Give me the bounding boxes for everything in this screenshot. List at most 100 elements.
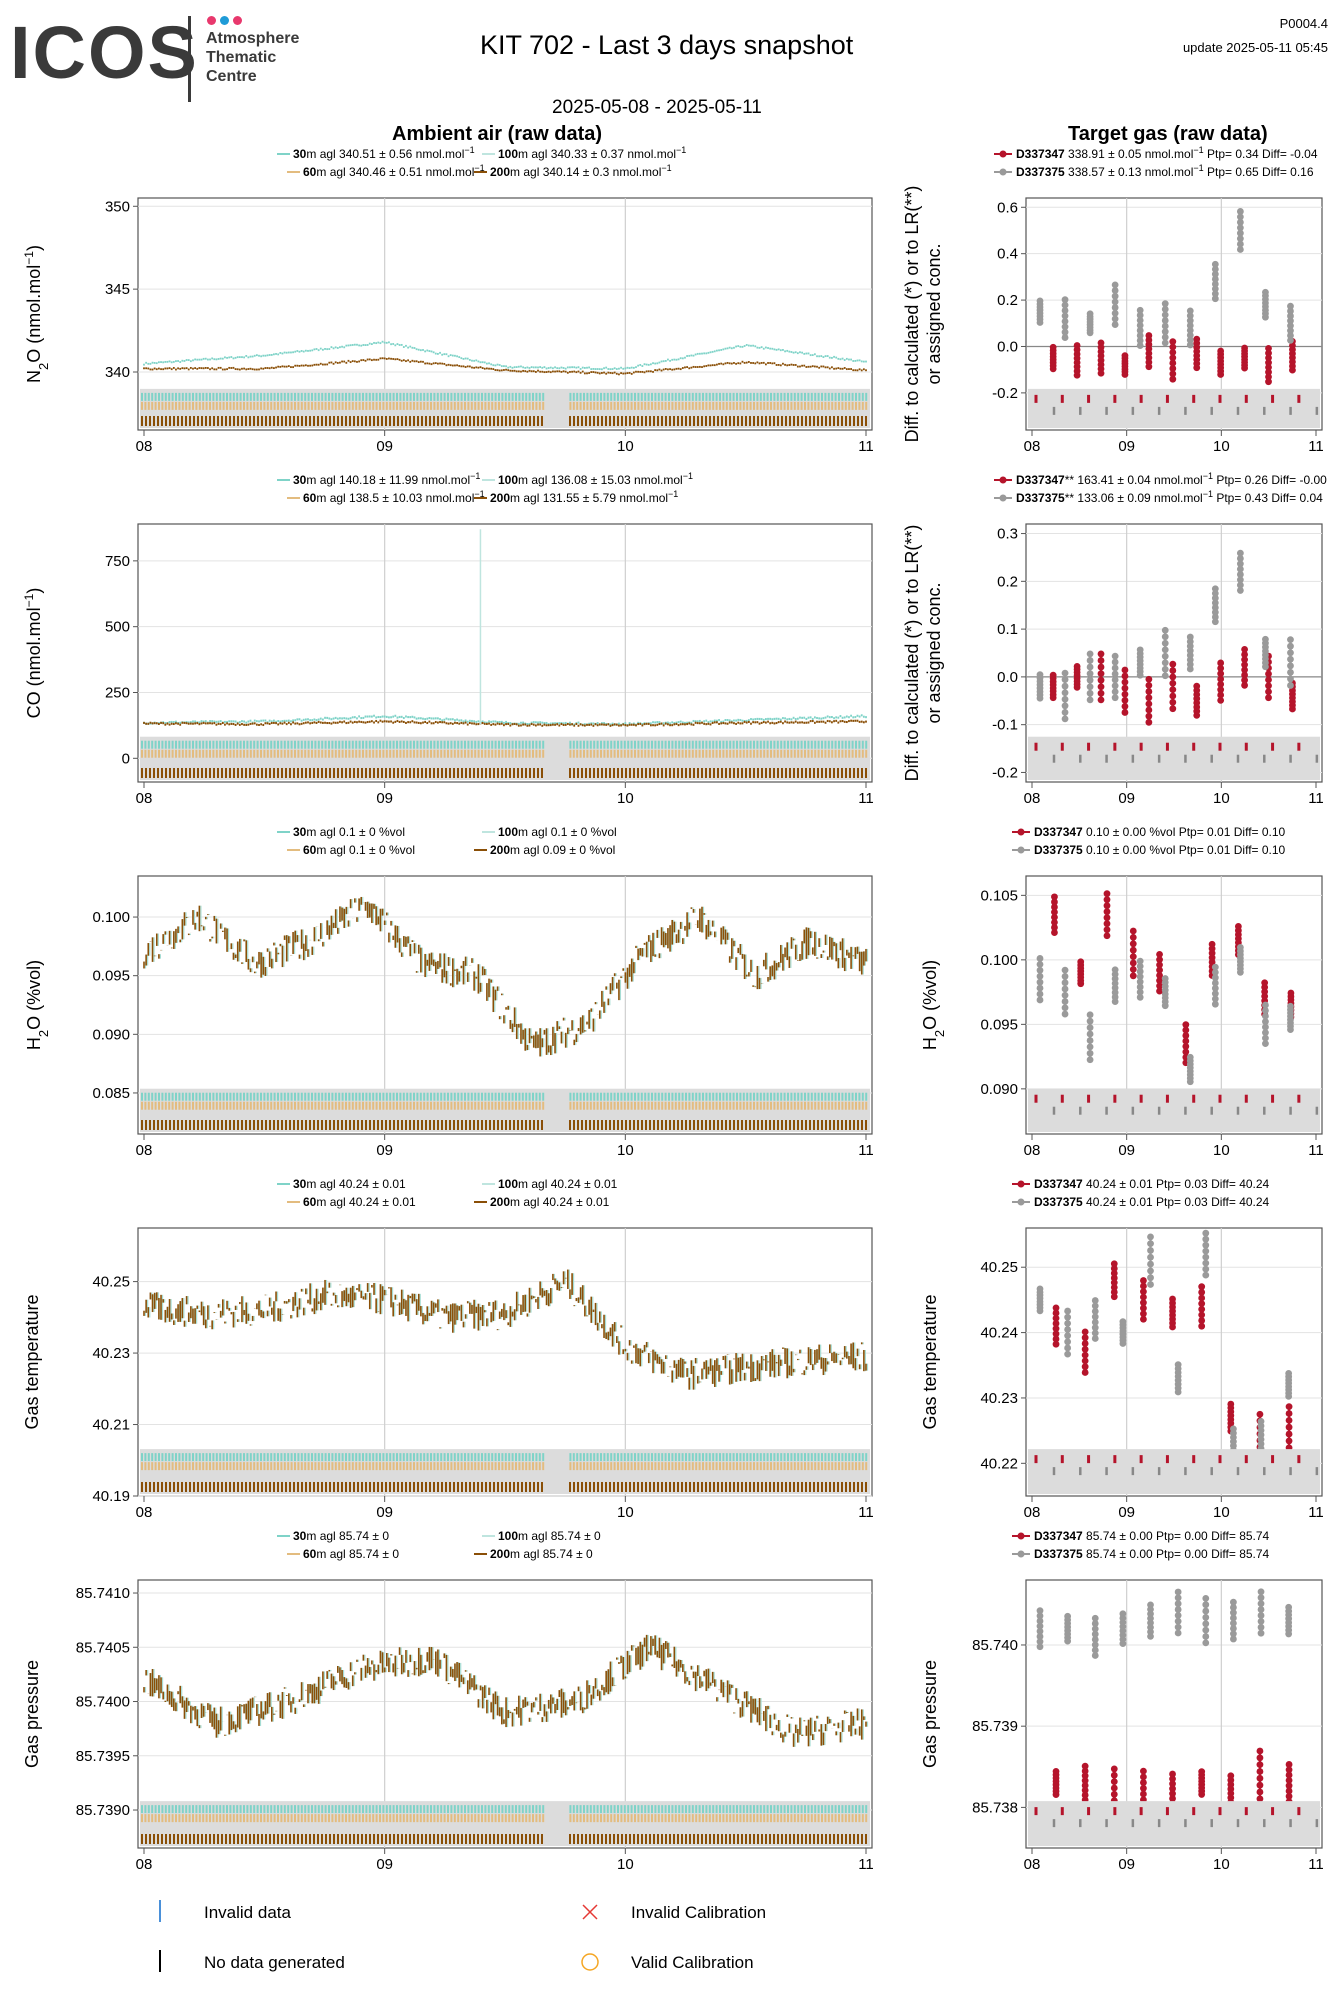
x-tick-label: 08 [136, 1504, 153, 1521]
target-point [1236, 571, 1244, 578]
target-point [1217, 680, 1225, 688]
target-point [1287, 332, 1294, 339]
target-point [1145, 712, 1153, 720]
flag-band [1028, 1088, 1320, 1132]
legend-item: 200m agl 40.24 ± 0.01 [490, 1195, 610, 1209]
target-point [1262, 1018, 1269, 1025]
target-point [1211, 963, 1219, 971]
target-point [1186, 331, 1194, 339]
target-point [1193, 335, 1201, 343]
target-point [1136, 973, 1144, 981]
target-point [1265, 378, 1272, 386]
legend-item: D337347 0.10 ± 0.00 %vol Ptp= 0.01 Diff=… [1034, 825, 1286, 839]
target-point [1121, 352, 1129, 360]
target-point [1086, 1049, 1094, 1057]
target-point [1086, 1024, 1094, 1031]
target-point [1051, 898, 1058, 906]
target-point [1241, 651, 1248, 658]
target-point [1236, 944, 1244, 951]
target-point [1169, 338, 1177, 346]
target-point [1061, 991, 1069, 999]
target-point [1169, 365, 1177, 372]
legend-item: 100m agl 40.24 ± 0.01 [498, 1177, 618, 1191]
x-tick-label: 08 [1024, 438, 1041, 455]
y-tick-label: 40.21 [92, 1417, 130, 1434]
target-point [1287, 322, 1294, 330]
ambient-plot-co-ambient: 0 250 500 750 08 09 10 11 [105, 523, 874, 807]
target-point [1111, 664, 1119, 672]
y-tick-label: 0.105 [980, 887, 1018, 904]
legend-item: 100m agl 0.1 ± 0 %vol [498, 825, 617, 839]
target-point [1051, 918, 1058, 926]
target-point [1136, 983, 1144, 991]
target-point [1262, 1012, 1269, 1020]
y-tick-label: -0.2 [992, 764, 1018, 781]
target-point [1086, 663, 1094, 671]
target-point [1211, 295, 1219, 303]
target-point [1111, 652, 1119, 660]
y-tick-label: -0.1 [992, 717, 1018, 734]
target-point [1287, 307, 1294, 315]
x-tick-label: 10 [617, 1142, 634, 1159]
target-point [1097, 663, 1105, 671]
target-point [1236, 224, 1244, 232]
target-point [1049, 671, 1057, 679]
product-code: P0004.4 [1279, 16, 1328, 31]
target-point [1061, 296, 1069, 304]
target-point [1136, 962, 1144, 970]
target-point [1261, 979, 1269, 987]
target-point [1211, 585, 1219, 593]
target-point [1241, 661, 1248, 669]
target-point [1161, 975, 1169, 982]
legend-dot [999, 476, 1007, 484]
target-point [1036, 297, 1044, 305]
target-point [1169, 692, 1177, 700]
target-point [1145, 700, 1153, 708]
target-point [1129, 927, 1137, 935]
target-point [1169, 679, 1177, 687]
target-point [1262, 1007, 1269, 1014]
target-point [1121, 702, 1129, 710]
target-point [1061, 695, 1069, 703]
target-point [1145, 675, 1153, 683]
legend-item: D337375 0.10 ± 0.00 %vol Ptp= 0.01 Diff=… [1034, 843, 1286, 857]
target-point [1111, 281, 1119, 289]
target-point [1061, 966, 1069, 974]
target-point [1186, 336, 1194, 344]
target-point [1169, 348, 1177, 356]
target-point [1156, 966, 1163, 974]
target-point [1051, 903, 1058, 911]
target-point [1236, 576, 1244, 584]
target-point [1111, 321, 1119, 328]
target-point [1061, 334, 1069, 341]
target-point [1211, 608, 1219, 616]
target-point [1103, 908, 1111, 916]
target-point [1169, 359, 1177, 367]
target-point [1061, 979, 1069, 987]
target-point [1161, 317, 1169, 324]
target-point [1086, 1030, 1094, 1038]
target-point [1051, 924, 1058, 931]
target-point [1136, 322, 1144, 329]
target-point [1211, 590, 1219, 597]
legend-item: 30m agl 0.1 ± 0 %vol [293, 825, 405, 839]
target-point [1121, 709, 1129, 716]
target-point [1145, 681, 1153, 689]
target-point [1129, 940, 1137, 948]
target-point [1262, 1040, 1269, 1048]
x-tick-label: 09 [1118, 438, 1135, 455]
target-point [1161, 659, 1169, 667]
target-point [1136, 957, 1144, 965]
target-point [1265, 676, 1272, 684]
target-point [1073, 663, 1081, 670]
legend-dot [1017, 1198, 1025, 1206]
target-point [1111, 298, 1119, 306]
target-point [1262, 1001, 1269, 1009]
target-point [1236, 213, 1244, 221]
target-point [1217, 664, 1225, 672]
target-point [1049, 343, 1057, 351]
target-point [1036, 990, 1044, 998]
x-tick-label: 11 [858, 790, 874, 807]
target-point [1186, 326, 1194, 334]
